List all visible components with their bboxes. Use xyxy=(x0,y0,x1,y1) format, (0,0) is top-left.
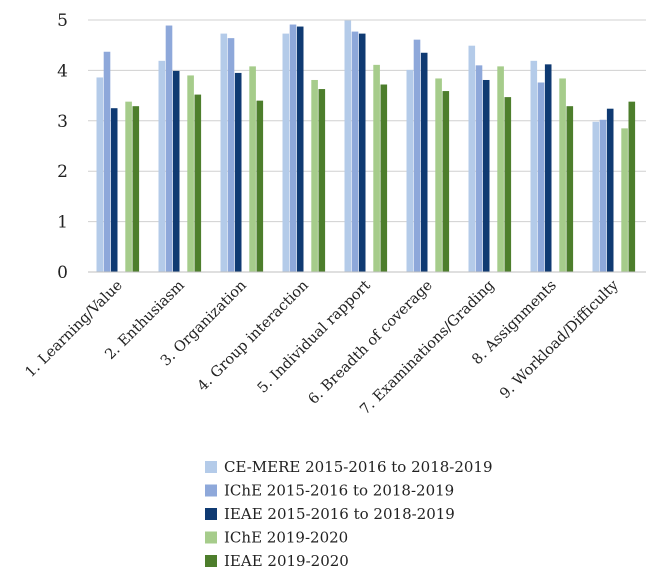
bar xyxy=(566,106,574,273)
legend-label: CE-MERE 2015-2016 to 2018-2019 xyxy=(224,458,493,476)
bar xyxy=(311,79,318,272)
bar xyxy=(497,66,504,273)
legend-label: IChE 2019-2020 xyxy=(224,529,348,547)
bars xyxy=(96,20,636,273)
bar xyxy=(406,69,414,273)
bar xyxy=(165,25,173,272)
bar xyxy=(187,75,194,272)
y-tick-label: 5 xyxy=(57,11,68,31)
x-category-label: 9. Workload/Difficulty xyxy=(497,277,622,402)
y-tick-label: 1 xyxy=(57,213,68,233)
bar xyxy=(234,72,242,272)
y-tick-label: 3 xyxy=(57,112,68,132)
bar xyxy=(296,26,304,272)
bar xyxy=(256,100,264,272)
x-category-label: 4. Group interaction xyxy=(195,278,312,395)
legend: CE-MERE 2015-2016 to 2018-2019 IChE 2015-… xyxy=(205,458,493,570)
y-tick-labels: 0 1 2 3 4 5 xyxy=(57,11,68,283)
bar xyxy=(110,108,118,272)
x-category-label: 7. Examinations/Grading xyxy=(357,278,498,419)
bar xyxy=(282,33,290,272)
x-category-label: 6. Breadth of coverage xyxy=(306,278,436,408)
bar xyxy=(413,39,421,272)
legend-label: IEAE 2015-2016 to 2018-2019 xyxy=(224,505,455,523)
y-tick-label: 4 xyxy=(57,61,68,81)
bar xyxy=(435,78,442,273)
y-tick-label: 2 xyxy=(57,162,68,182)
bar xyxy=(125,101,132,273)
bar xyxy=(249,66,256,273)
bar xyxy=(482,79,490,272)
bar xyxy=(351,31,359,273)
bar xyxy=(628,101,636,273)
bar xyxy=(194,94,202,272)
bar xyxy=(592,121,600,272)
bar xyxy=(559,78,566,273)
bar xyxy=(468,45,476,273)
bar xyxy=(96,77,104,273)
bar xyxy=(537,82,545,272)
legend-label: IChE 2015-2016 to 2018-2019 xyxy=(224,482,454,500)
bar xyxy=(227,38,235,272)
bar xyxy=(289,24,297,272)
bar xyxy=(420,52,428,273)
legend-swatch xyxy=(205,484,217,497)
x-category-label: 5. Individual rapport xyxy=(255,277,374,396)
bar xyxy=(220,33,228,272)
y-tick-label: 0 xyxy=(57,263,68,283)
bar xyxy=(544,64,552,272)
legend-label: IEAE 2019-2020 xyxy=(224,552,349,570)
bar xyxy=(442,91,450,272)
bar xyxy=(373,64,380,272)
legend-swatch xyxy=(205,508,217,520)
bar xyxy=(621,128,628,272)
bar xyxy=(606,108,614,272)
bar xyxy=(158,60,166,272)
bar xyxy=(358,33,366,272)
x-category-label: 1. Learning/Value xyxy=(23,278,126,381)
bar xyxy=(132,106,140,273)
bar xyxy=(318,89,326,272)
legend-swatch xyxy=(205,555,217,567)
bar xyxy=(380,84,388,272)
bar xyxy=(344,20,352,272)
bar xyxy=(103,51,111,272)
bar xyxy=(475,65,483,272)
gridlines xyxy=(88,19,646,223)
bar xyxy=(504,97,512,272)
legend-swatch xyxy=(205,461,217,473)
bar xyxy=(172,70,180,273)
bar xyxy=(530,60,538,272)
legend-swatch xyxy=(205,531,217,544)
bar xyxy=(599,119,607,272)
